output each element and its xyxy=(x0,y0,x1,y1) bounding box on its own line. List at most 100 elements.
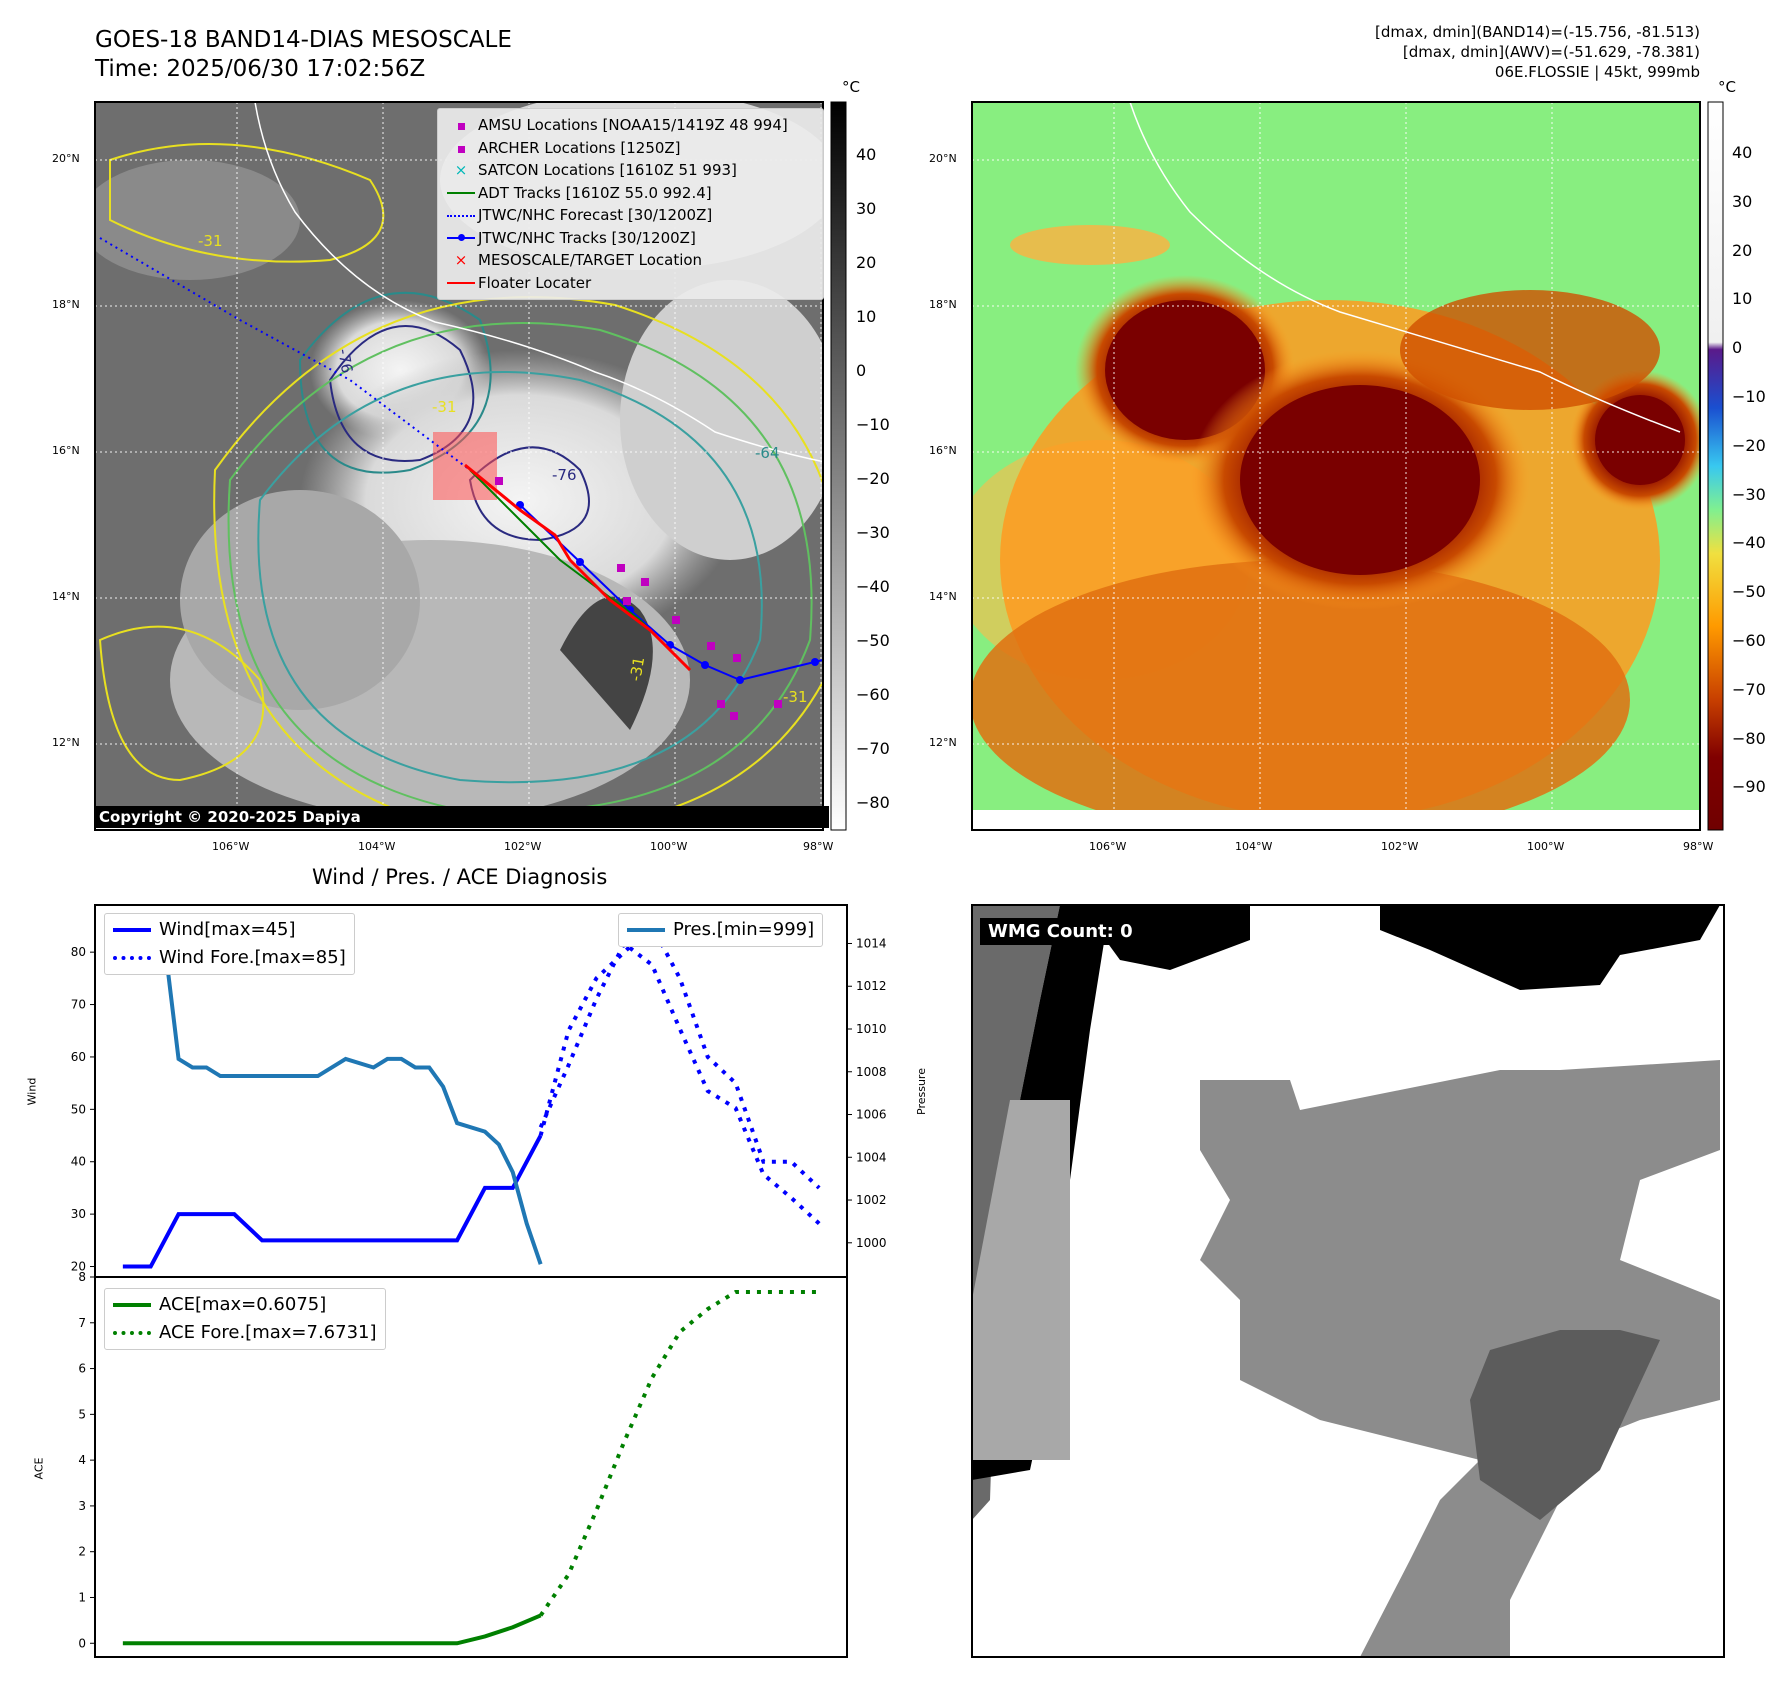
legend-label: SATCON Locations [1610Z 51 993] xyxy=(478,161,737,179)
colorbar-right-tick: −80 xyxy=(1732,728,1766,748)
ace-y-tick-label: 8 xyxy=(78,1270,86,1284)
lon-label-100w-right: 100°W xyxy=(1527,840,1565,853)
legend-swatch xyxy=(113,928,151,932)
y2-tick-label: 1014 xyxy=(856,936,887,950)
colorbar-left-tick: −60 xyxy=(856,685,890,704)
legend-text: Wind[max=45] xyxy=(159,919,296,940)
lat-label-20n: 20°N xyxy=(52,152,80,165)
ace-series-line-1 xyxy=(538,1289,820,1617)
colorbar-left-tick: 40 xyxy=(856,145,877,164)
colorbar-left-tick: 20 xyxy=(856,253,877,272)
ace-y-tick-label: 4 xyxy=(78,1453,86,1467)
legend-label: MESOSCALE/TARGET Location xyxy=(478,251,703,269)
lon-label-102w: 102°W xyxy=(504,840,542,853)
colorbar-left-unit: °C xyxy=(842,78,860,96)
map-right-frame xyxy=(971,101,1701,831)
legend-label: JTWC/NHC Forecast [30/1200Z] xyxy=(478,206,713,224)
contour-label: -76 xyxy=(552,466,577,484)
colorbar-left xyxy=(830,101,847,831)
legend-entry: ACE Fore.[max=7.6731] xyxy=(113,1319,377,1347)
lon-label-102w-right: 102°W xyxy=(1381,840,1419,853)
ace-y-tick-label: 3 xyxy=(78,1499,86,1513)
ace-y-tick-label: 6 xyxy=(78,1362,86,1376)
meta-line-1: [dmax, dmin](BAND14)=(-15.756, -81.513) xyxy=(1375,23,1700,41)
lat-label-16n: 16°N xyxy=(52,444,80,457)
title-line-2: Time: 2025/06/30 17:02:56Z xyxy=(95,56,426,82)
ace-y-tick-label: 0 xyxy=(78,1636,86,1650)
colorbar-right-tick: 10 xyxy=(1732,289,1753,309)
y-tick-label: 50 xyxy=(71,1102,86,1116)
y2-tick-label: 1010 xyxy=(856,1022,887,1036)
ir-map-right xyxy=(972,102,1700,810)
ace-series-line-0 xyxy=(122,1613,542,1646)
legend-entry: Pres.[min=999] xyxy=(627,916,814,944)
lon-label-98w: 98°W xyxy=(803,840,834,853)
y-tick-label: 60 xyxy=(71,1050,86,1064)
y2-tick-label: 1004 xyxy=(856,1150,887,1164)
x-marker-icon: × xyxy=(454,251,468,269)
x-marker-icon: × xyxy=(454,161,468,179)
legend-item: ARCHER Locations [1250Z] xyxy=(444,138,681,158)
ace-y-tick-label: 7 xyxy=(78,1316,86,1330)
colorbar-left-tick: −10 xyxy=(856,415,890,434)
lon-label-106w: 106°W xyxy=(212,840,250,853)
legend-swatch xyxy=(113,956,151,960)
colorbar-left-tick: 30 xyxy=(856,199,877,218)
title-line-1: GOES-18 BAND14-DIAS MESOSCALE xyxy=(95,27,512,53)
ace-y-tick-label: 5 xyxy=(78,1407,86,1421)
y2-tick-label: 1012 xyxy=(856,979,887,993)
contour-label: -31 xyxy=(783,688,808,706)
lon-label-104w-right: 104°W xyxy=(1235,840,1273,853)
colorbar-right-tick: −10 xyxy=(1732,387,1766,406)
map-legend: AMSU Locations [NOAA15/1419Z 48 994] ARCH… xyxy=(437,108,824,300)
legend-item: JTWC/NHC Tracks [30/1200Z] xyxy=(444,228,696,248)
colorbar-left-tick: 0 xyxy=(856,361,867,380)
lat-label-18n-right: 18°N xyxy=(929,298,957,311)
y-tick-label: 70 xyxy=(71,998,86,1012)
wmg-count-badge: WMG Count: 0 xyxy=(980,918,1141,945)
lon-label-106w-right: 106°W xyxy=(1089,840,1127,853)
chart-title: GOES-18 BAND14-DIAS MESOSCALE Time: 2025/… xyxy=(95,26,512,84)
lat-label-20n-right: 20°N xyxy=(929,152,957,165)
colorbar-left-tick: −80 xyxy=(856,793,890,812)
lon-label-98w-right: 98°W xyxy=(1683,840,1714,853)
legend-swatch xyxy=(113,1303,151,1307)
colorbar-right-tick: −30 xyxy=(1732,484,1766,504)
copyright-banner: Copyright © 2020-2025 Dapiya xyxy=(94,806,829,828)
line-icon xyxy=(444,273,478,293)
lat-label-12n-right: 12°N xyxy=(929,736,957,749)
legend-entry: ACE[max=0.6075] xyxy=(113,1291,377,1319)
map-left-frame xyxy=(94,101,824,831)
series-line-3 xyxy=(538,940,821,1226)
colorbar-right-unit: °C xyxy=(1718,78,1736,96)
legend-swatch xyxy=(113,1331,151,1335)
legend-item: × SATCON Locations [1610Z 51 993] xyxy=(444,160,737,180)
legend-text: Wind Fore.[max=85] xyxy=(159,947,346,968)
dotted-line-icon xyxy=(444,205,478,225)
lat-label-16n-right: 16°N xyxy=(929,444,957,457)
series-line-2 xyxy=(122,941,543,1265)
y2-tick-label: 1006 xyxy=(856,1108,887,1122)
colorbar-left-tick: −30 xyxy=(856,523,890,542)
legend-entry: Wind[max=45] xyxy=(113,916,346,944)
square-marker-icon xyxy=(444,115,478,135)
colorbar-right-tick: 40 xyxy=(1732,143,1753,162)
legend-pressure: Pres.[min=999] xyxy=(618,913,824,947)
colorbar-left-tick: −50 xyxy=(856,631,890,650)
y-tick-label: 30 xyxy=(71,1207,86,1221)
y2-tick-label: 1002 xyxy=(856,1193,887,1207)
legend-text: ACE[max=0.6075] xyxy=(159,1294,327,1315)
colorbar-right-tick: −70 xyxy=(1732,679,1766,699)
colorbar-left-tick: 10 xyxy=(856,307,877,326)
ace-plot-frame xyxy=(94,1276,848,1658)
legend-label: ADT Tracks [1610Z 55.0 992.4] xyxy=(478,183,712,202)
contour-label: -64 xyxy=(755,444,780,462)
lat-label-14n: 14°N xyxy=(52,590,80,603)
legend-item: AMSU Locations [NOAA15/1419Z 48 994] xyxy=(444,115,788,135)
y-tick-label: 80 xyxy=(71,945,86,959)
series-line-0 xyxy=(122,1134,543,1269)
contour-label: -31 xyxy=(198,232,223,250)
colorbar-right-tick: −90 xyxy=(1732,777,1766,797)
legend-label: Floater Locater xyxy=(478,273,592,292)
meta-line-3: 06E.FLOSSIE | 45kt, 999mb xyxy=(1494,63,1700,81)
